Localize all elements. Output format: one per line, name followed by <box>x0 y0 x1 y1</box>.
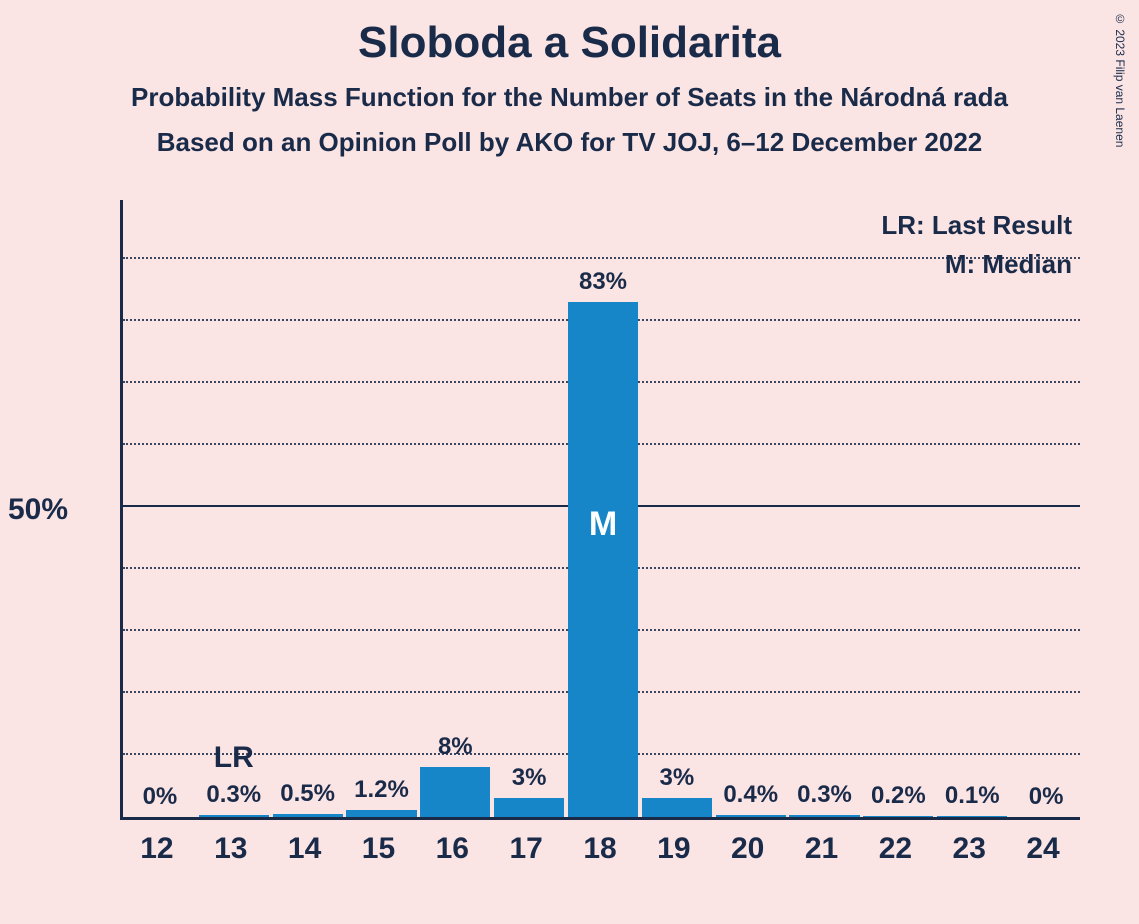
x-tick-label: 19 <box>657 832 690 866</box>
bar <box>420 767 490 817</box>
y-axis-tick-label: 50% <box>8 493 68 527</box>
bar <box>863 816 933 817</box>
chart-title: Sloboda a Solidarita <box>0 0 1139 68</box>
bar <box>199 815 269 817</box>
x-tick-label: 15 <box>362 832 395 866</box>
x-tick-label: 23 <box>953 832 986 866</box>
legend: LR: Last Result M: Median <box>881 206 1072 284</box>
median-marker: M <box>589 505 617 544</box>
bar-value-label: 3% <box>512 764 547 792</box>
bar-value-label: 8% <box>438 733 473 761</box>
bar-value-label: 0% <box>1029 783 1064 811</box>
bar-value-label: 0.3% <box>797 781 852 809</box>
bar <box>642 798 712 817</box>
x-tick-label: 16 <box>436 832 469 866</box>
x-tick-label: 13 <box>214 832 247 866</box>
gridline <box>123 257 1080 259</box>
x-tick-label: 17 <box>509 832 542 866</box>
bar-value-label: 0.2% <box>871 782 926 810</box>
bar-value-label: 1.2% <box>354 776 409 804</box>
bar-value-label: 0% <box>143 783 178 811</box>
legend-lr: LR: Last Result <box>881 206 1072 245</box>
bar <box>494 798 564 817</box>
chart-subtitle-2: Based on an Opinion Poll by AKO for TV J… <box>0 127 1139 158</box>
bar-value-label: 83% <box>579 268 627 296</box>
bar <box>568 302 638 817</box>
bar <box>273 814 343 817</box>
bar-value-label: 3% <box>660 764 695 792</box>
x-tick-label: 18 <box>583 832 616 866</box>
bar-value-label: 0.1% <box>945 782 1000 810</box>
x-tick-label: 22 <box>879 832 912 866</box>
x-tick-label: 20 <box>731 832 764 866</box>
chart-container: 50% LR: Last Result M: Median 0%0.3%LR0.… <box>60 200 1100 880</box>
chart-subtitle-1: Probability Mass Function for the Number… <box>0 82 1139 113</box>
legend-m: M: Median <box>881 245 1072 284</box>
x-tick-label: 21 <box>805 832 838 866</box>
x-tick-label: 12 <box>140 832 173 866</box>
bar-value-label: 0.3% <box>206 781 261 809</box>
bar-value-label: 0.4% <box>723 781 778 809</box>
bar <box>937 816 1007 817</box>
x-tick-label: 14 <box>288 832 321 866</box>
x-tick-label: 24 <box>1026 832 1059 866</box>
bar <box>346 810 416 817</box>
bar-value-label: 0.5% <box>280 780 335 808</box>
copyright-text: © 2023 Filip van Laenen <box>1113 12 1127 147</box>
bar <box>716 815 786 817</box>
bar <box>789 815 859 817</box>
last-result-marker: LR <box>214 741 254 775</box>
plot-area: LR: Last Result M: Median 0% 0.3% LR 0.5% 1.… <box>120 200 1080 820</box>
